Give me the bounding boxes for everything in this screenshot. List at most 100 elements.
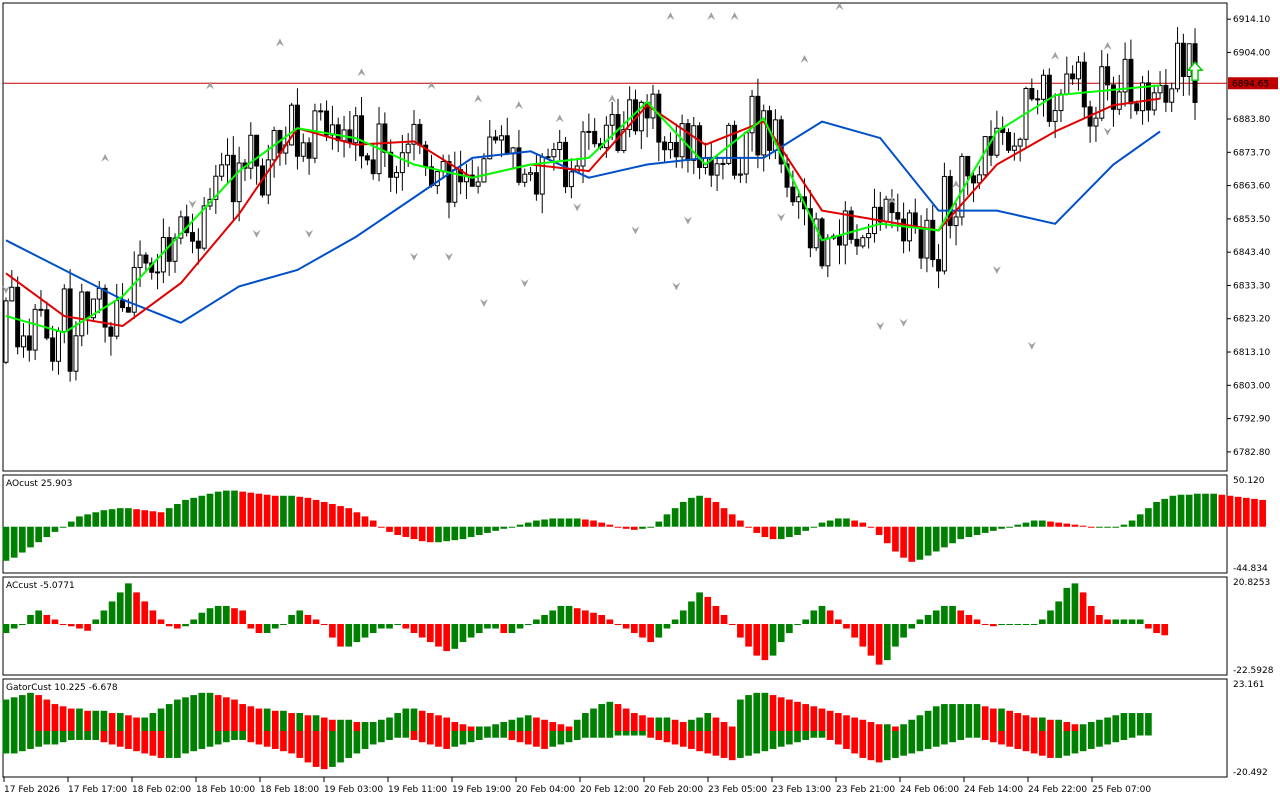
bear-candle bbox=[971, 175, 977, 184]
ac-bar bbox=[18, 624, 26, 626]
gator-upper-bar bbox=[418, 710, 426, 731]
gator-lower-bar bbox=[973, 730, 981, 738]
ac-bar bbox=[990, 624, 997, 627]
gator-upper-bar bbox=[369, 722, 377, 731]
ao-bar bbox=[1161, 498, 1169, 527]
gator-lower-bar bbox=[1104, 730, 1111, 745]
ac-bar bbox=[10, 624, 18, 629]
gator-upper-bar bbox=[27, 692, 34, 731]
ao-bar bbox=[900, 526, 907, 558]
gator-lower-bar bbox=[231, 730, 238, 740]
bull-candle bbox=[475, 181, 481, 187]
gator-upper-bar bbox=[524, 715, 532, 731]
ac-bar bbox=[818, 605, 826, 625]
gator-lower-bar bbox=[51, 730, 59, 745]
gator-lower-bar bbox=[418, 730, 426, 743]
fractal-up-arrow-icon bbox=[608, 94, 617, 103]
gator-upper-bar bbox=[35, 695, 42, 731]
bear-candle bbox=[15, 286, 21, 348]
gator-lower-bar bbox=[43, 730, 51, 745]
ao-bar bbox=[932, 526, 940, 552]
ao-bar bbox=[51, 526, 59, 532]
gator-upper-bar bbox=[786, 699, 793, 731]
ac-bar bbox=[704, 596, 712, 625]
gator-upper-bar bbox=[1128, 713, 1136, 731]
bear-candle bbox=[1105, 66, 1111, 86]
ao-bar bbox=[459, 526, 467, 540]
ao-bar bbox=[353, 512, 361, 527]
gator-upper-bar bbox=[1014, 713, 1022, 731]
ao-bar bbox=[361, 516, 369, 527]
ac-bar bbox=[296, 610, 304, 625]
gator-lower-bar bbox=[174, 730, 181, 758]
bull-candle bbox=[860, 237, 866, 247]
ac-bar bbox=[1055, 601, 1062, 625]
ao-bar bbox=[312, 499, 320, 527]
ao-bar bbox=[924, 526, 932, 556]
ao-bar bbox=[386, 526, 393, 532]
bear-candle bbox=[335, 124, 341, 142]
ao-bar bbox=[582, 519, 589, 527]
ao-bar bbox=[883, 526, 891, 544]
gator-lower-bar bbox=[320, 730, 328, 770]
gator-lower-bar bbox=[598, 730, 606, 738]
ao-bar bbox=[239, 491, 246, 527]
ao-bar bbox=[214, 491, 222, 527]
gator-lower-bar bbox=[1030, 730, 1038, 754]
bull-candle bbox=[994, 127, 1000, 156]
gator-upper-bar bbox=[1120, 713, 1128, 731]
gator-lower-bar bbox=[1038, 730, 1046, 756]
fractal-up-arrow-icon bbox=[101, 153, 110, 162]
gator-upper-bar bbox=[182, 697, 189, 731]
ao-bar bbox=[908, 526, 916, 562]
gator-lower-bar bbox=[892, 730, 899, 758]
gator-upper-bar bbox=[753, 692, 761, 731]
ac-bar bbox=[198, 612, 206, 625]
bull-candle bbox=[580, 131, 586, 167]
bear-candle bbox=[108, 326, 114, 337]
gator-upper-bar bbox=[492, 724, 499, 731]
bull-candle bbox=[114, 300, 120, 337]
ac-bar bbox=[737, 624, 744, 638]
bear-candle bbox=[318, 110, 324, 113]
bear-candle bbox=[901, 218, 907, 242]
gator-lower-bar bbox=[671, 730, 679, 745]
gator-upper-bar bbox=[630, 713, 638, 731]
ac-bar bbox=[728, 624, 736, 626]
gator-lower-bar bbox=[639, 730, 646, 736]
bear-candle bbox=[592, 130, 598, 145]
ao-bar bbox=[573, 518, 581, 527]
gator-upper-bar bbox=[1030, 717, 1038, 731]
bear-candle bbox=[877, 206, 883, 223]
gator-upper-bar bbox=[745, 695, 752, 731]
ac-bar bbox=[271, 624, 279, 629]
bull-candle bbox=[353, 115, 359, 144]
fractal-up-arrow-icon bbox=[730, 12, 739, 21]
ac-bar bbox=[1014, 624, 1022, 626]
gator-lower-bar bbox=[198, 730, 206, 749]
gator-upper-bar bbox=[255, 708, 263, 731]
ac-bar bbox=[655, 624, 663, 638]
ao-bar bbox=[149, 511, 157, 527]
gator-lower-bar bbox=[769, 730, 777, 749]
time-tick-label: 24 Feb 14:00 bbox=[964, 785, 1023, 795]
ao-bar bbox=[1128, 520, 1136, 527]
gator-lower-bar bbox=[957, 730, 965, 740]
bear-candle bbox=[1145, 82, 1151, 111]
ac-bar bbox=[475, 624, 483, 634]
ao-bar bbox=[892, 526, 899, 552]
gator-lower-bar bbox=[867, 730, 875, 761]
ac-bar bbox=[834, 619, 842, 625]
ao-bar bbox=[1014, 524, 1022, 527]
gator-lower-bar bbox=[647, 730, 654, 738]
gator-lower-bar bbox=[280, 730, 287, 752]
ao-bar bbox=[810, 526, 818, 528]
bull-candle bbox=[9, 286, 15, 302]
ac-bar bbox=[231, 608, 238, 625]
ao-bar bbox=[655, 521, 663, 527]
bull-candle bbox=[411, 123, 417, 145]
ac-bar bbox=[908, 624, 916, 629]
gator-lower-bar bbox=[516, 730, 524, 743]
